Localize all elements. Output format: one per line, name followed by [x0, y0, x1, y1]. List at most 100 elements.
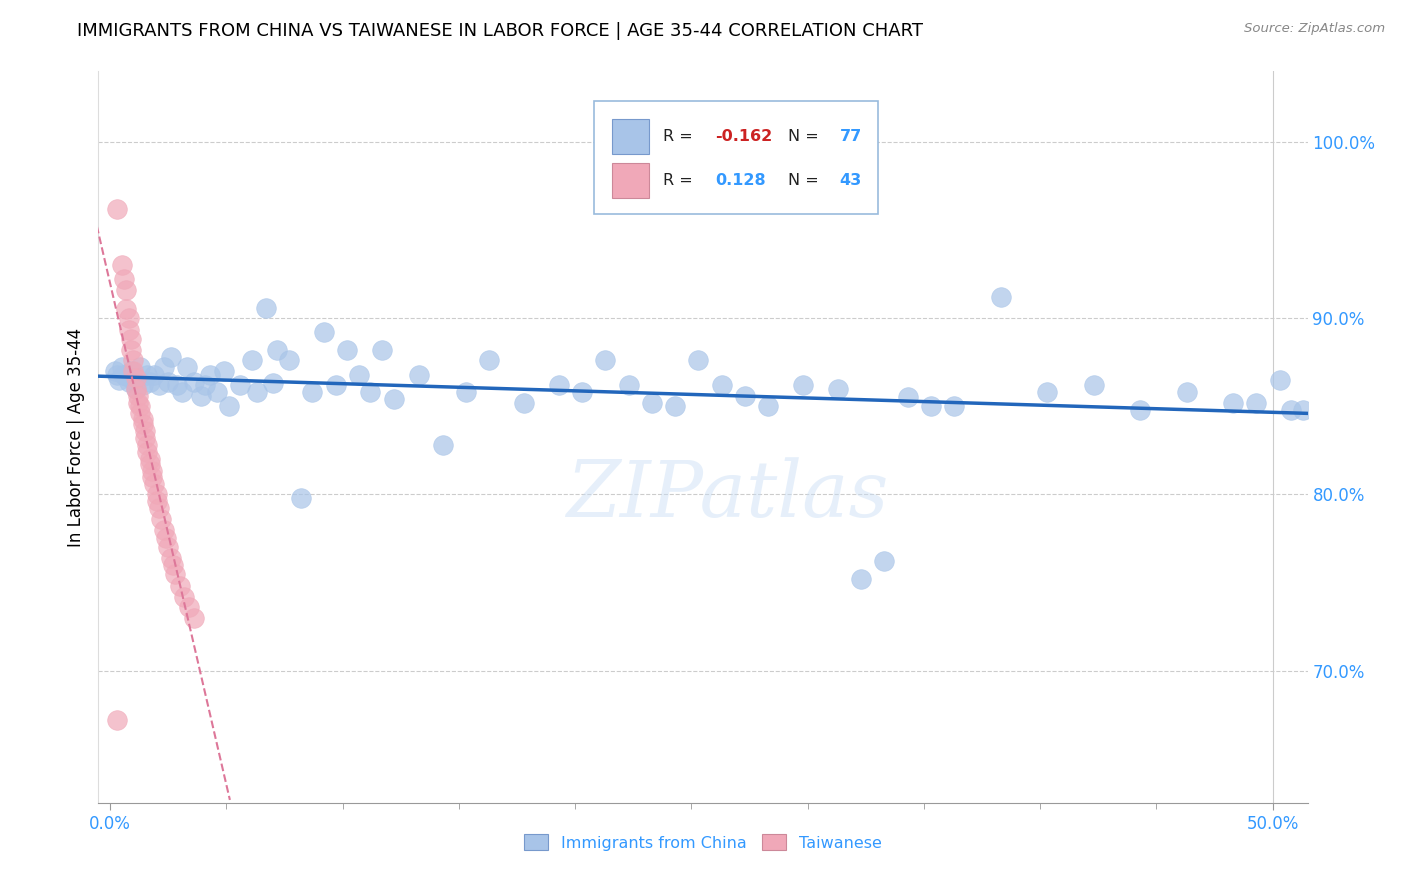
Point [105, 202, 128, 216]
Point [1083, 378, 1105, 392]
Point [920, 399, 942, 413]
Point [166, 378, 188, 392]
Point [141, 469, 163, 483]
Point [176, 360, 198, 375]
Bar [613, 162, 648, 198]
Point [827, 382, 849, 396]
Point [120, 364, 142, 378]
Point [145, 494, 167, 508]
Point [169, 579, 191, 593]
Text: IMMIGRANTS FROM CHINA VS TAIWANESE IN LABOR FORCE | AGE 35-44 CORRELATION CHART: IMMIGRANTS FROM CHINA VS TAIWANESE IN LA… [77, 22, 924, 40]
Point [1246, 395, 1268, 409]
Point [547, 378, 569, 392]
Point [688, 353, 710, 368]
Text: ZIPatlas: ZIPatlas [567, 458, 889, 533]
Point [183, 611, 205, 625]
Point [134, 424, 156, 438]
Point [1222, 395, 1244, 409]
Point [190, 389, 212, 403]
Point [111, 360, 134, 375]
Point [165, 566, 187, 581]
Point [173, 590, 195, 604]
Point [641, 395, 664, 409]
Text: N =: N = [787, 129, 824, 144]
Point [143, 368, 166, 382]
Point [159, 550, 181, 565]
Point [198, 368, 221, 382]
Point [115, 369, 138, 384]
Point [325, 378, 347, 392]
Text: R =: R = [664, 129, 697, 144]
Bar [613, 119, 648, 154]
Legend: Immigrants from China, Taiwanese: Immigrants from China, Taiwanese [517, 828, 889, 857]
Point [347, 368, 370, 382]
Point [183, 375, 205, 389]
Point [122, 364, 145, 378]
Point [136, 445, 159, 459]
Point [212, 364, 235, 378]
Point [157, 375, 180, 389]
Point [129, 360, 152, 375]
Point [138, 375, 160, 389]
Point [157, 540, 180, 554]
Point [245, 385, 267, 400]
Point [122, 353, 145, 368]
Point [240, 353, 263, 368]
Point [129, 406, 152, 420]
Point [278, 353, 301, 368]
Point [124, 371, 146, 385]
Point [120, 332, 142, 346]
Point [617, 378, 640, 392]
Point [710, 378, 733, 392]
Point [108, 373, 131, 387]
Point [943, 399, 966, 413]
Point [371, 343, 394, 357]
Point [145, 487, 167, 501]
Point [143, 476, 166, 491]
Point [172, 385, 194, 400]
Point [112, 272, 135, 286]
Point [179, 600, 201, 615]
Point [115, 302, 138, 317]
Point [990, 290, 1012, 304]
Point [432, 438, 454, 452]
Text: 43: 43 [839, 173, 862, 188]
Text: N =: N = [787, 173, 824, 188]
Point [301, 385, 323, 400]
Point [118, 323, 141, 337]
Point [118, 375, 141, 389]
Point [664, 399, 686, 413]
Point [205, 385, 228, 400]
Point [127, 389, 149, 403]
Point [1268, 373, 1291, 387]
Text: R =: R = [664, 173, 697, 188]
Point [152, 360, 174, 375]
Point [756, 399, 779, 413]
Point [105, 368, 128, 382]
Point [849, 572, 872, 586]
Point [122, 373, 145, 387]
Text: 77: 77 [839, 129, 862, 144]
Point [155, 532, 177, 546]
Point [138, 452, 160, 467]
Point [134, 431, 156, 445]
Point [513, 395, 536, 409]
Point [162, 558, 184, 572]
Point [408, 368, 430, 382]
Point [454, 385, 477, 400]
Point [129, 399, 152, 413]
Point [290, 491, 312, 505]
Point [118, 311, 141, 326]
Point [115, 283, 138, 297]
Point [141, 465, 163, 479]
Point [1292, 402, 1315, 417]
Point [873, 554, 896, 568]
Point [148, 501, 170, 516]
Point [218, 399, 240, 413]
Point [360, 385, 382, 400]
Point [148, 378, 170, 392]
Text: 0.128: 0.128 [716, 173, 766, 188]
Point [1036, 385, 1059, 400]
Point [595, 353, 617, 368]
Point [120, 343, 142, 357]
